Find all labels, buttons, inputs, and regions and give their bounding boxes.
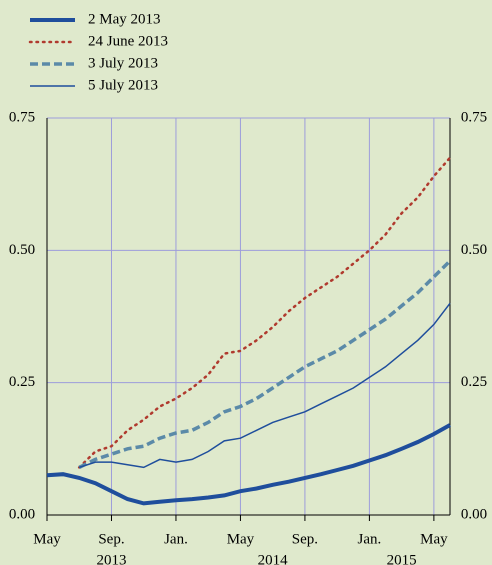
y-tick-label: 0.25	[9, 374, 35, 390]
x-tick-label: Sep.	[292, 531, 318, 547]
series-line	[77, 156, 452, 469]
y-tick-label: 0.50	[9, 242, 35, 258]
y2-tick-label: 0.75	[461, 109, 487, 125]
legend-label: 2 May 2013	[88, 11, 161, 27]
year-label: 2013	[96, 552, 126, 565]
y-tick-label: 0.75	[9, 109, 35, 125]
series-line	[46, 423, 451, 506]
x-tick-label: May	[420, 531, 448, 547]
y-tick-label: 0.00	[9, 506, 35, 522]
x-tick-label: Sep.	[98, 531, 124, 547]
legend-label: 24 June 2013	[88, 33, 168, 49]
x-tick-label: Jan.	[164, 531, 188, 547]
series-line	[78, 302, 451, 469]
legend-label: 5 July 2013	[88, 77, 158, 93]
x-tick-label: May	[33, 531, 61, 547]
series-line	[78, 259, 452, 469]
y2-tick-label: 0.00	[461, 506, 487, 522]
y2-tick-label: 0.25	[461, 374, 487, 390]
x-tick-label: May	[227, 531, 255, 547]
x-tick-label: Jan.	[358, 531, 382, 547]
y2-tick-label: 0.50	[461, 242, 487, 258]
year-label: 2015	[387, 552, 417, 565]
legend-label: 3 July 2013	[88, 55, 158, 71]
year-label: 2014	[258, 552, 289, 565]
